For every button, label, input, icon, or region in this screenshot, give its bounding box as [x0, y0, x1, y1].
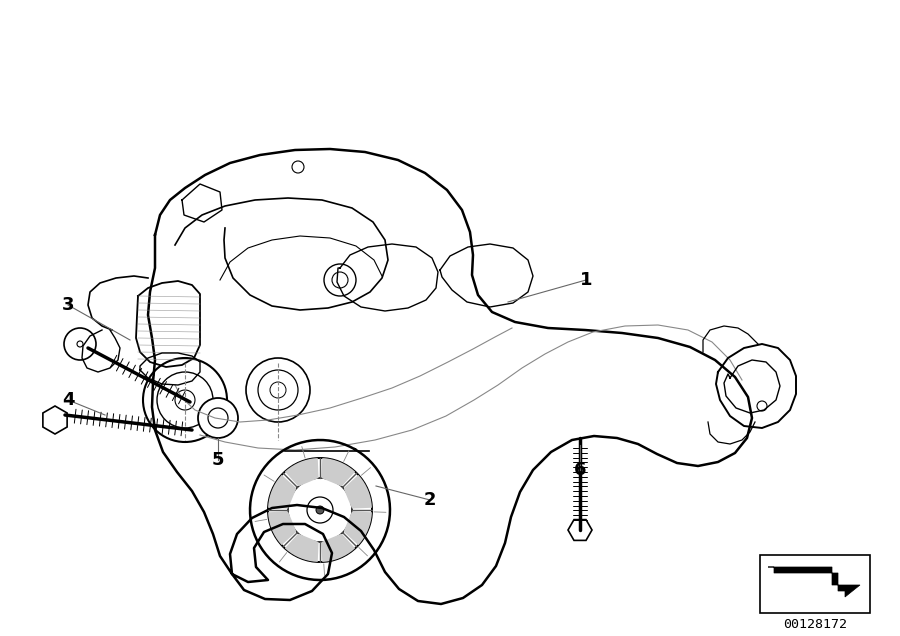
Polygon shape	[768, 567, 860, 597]
Text: 2: 2	[424, 491, 436, 509]
Polygon shape	[268, 511, 296, 545]
Polygon shape	[321, 458, 356, 487]
Polygon shape	[568, 520, 592, 541]
Polygon shape	[321, 534, 356, 562]
Polygon shape	[285, 458, 319, 487]
Circle shape	[64, 328, 96, 360]
Polygon shape	[285, 534, 319, 562]
Text: 4: 4	[62, 391, 74, 409]
Circle shape	[316, 506, 324, 514]
Text: 6: 6	[574, 461, 586, 479]
Polygon shape	[268, 475, 296, 509]
Text: 3: 3	[62, 296, 74, 314]
Text: 5: 5	[212, 451, 224, 469]
Text: 00128172: 00128172	[783, 618, 847, 632]
Circle shape	[198, 398, 238, 438]
Polygon shape	[344, 475, 372, 509]
Circle shape	[757, 401, 767, 411]
Bar	[760, 555, 870, 613]
Polygon shape	[344, 511, 372, 545]
Polygon shape	[43, 406, 68, 434]
Text: 1: 1	[580, 271, 592, 289]
